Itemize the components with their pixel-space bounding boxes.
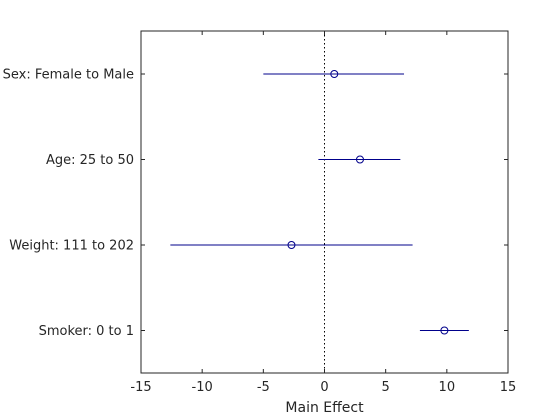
y-tick-label: Sex: Female to Male xyxy=(3,68,134,83)
x-axis-title: Main Effect xyxy=(285,400,364,416)
x-tick-label: 0 xyxy=(320,380,328,395)
y-tick-label: Weight: 111 to 202 xyxy=(9,239,134,254)
effect-estimate-point xyxy=(330,70,339,78)
x-tick-label: 5 xyxy=(382,380,390,395)
x-tick-label: -5 xyxy=(257,380,270,395)
effect-estimate-point xyxy=(355,155,364,164)
x-tick-label: -10 xyxy=(192,380,213,395)
x-tick-label: 10 xyxy=(439,380,456,395)
chart-marks xyxy=(170,31,469,373)
y-tick-label: Smoker: 0 to 1 xyxy=(39,324,134,339)
x-tick-label: 15 xyxy=(500,380,517,395)
effect-estimate-point xyxy=(440,326,449,335)
plot-background xyxy=(141,31,508,373)
effect-estimate-point xyxy=(287,241,296,249)
x-tick-label: -15 xyxy=(130,380,151,395)
y-tick-label: Age: 25 to 50 xyxy=(46,153,134,168)
axis-ticks: -15 -10 -5 0 5 10 15 Sex: Female to Male Age: 25… xyxy=(3,31,517,395)
